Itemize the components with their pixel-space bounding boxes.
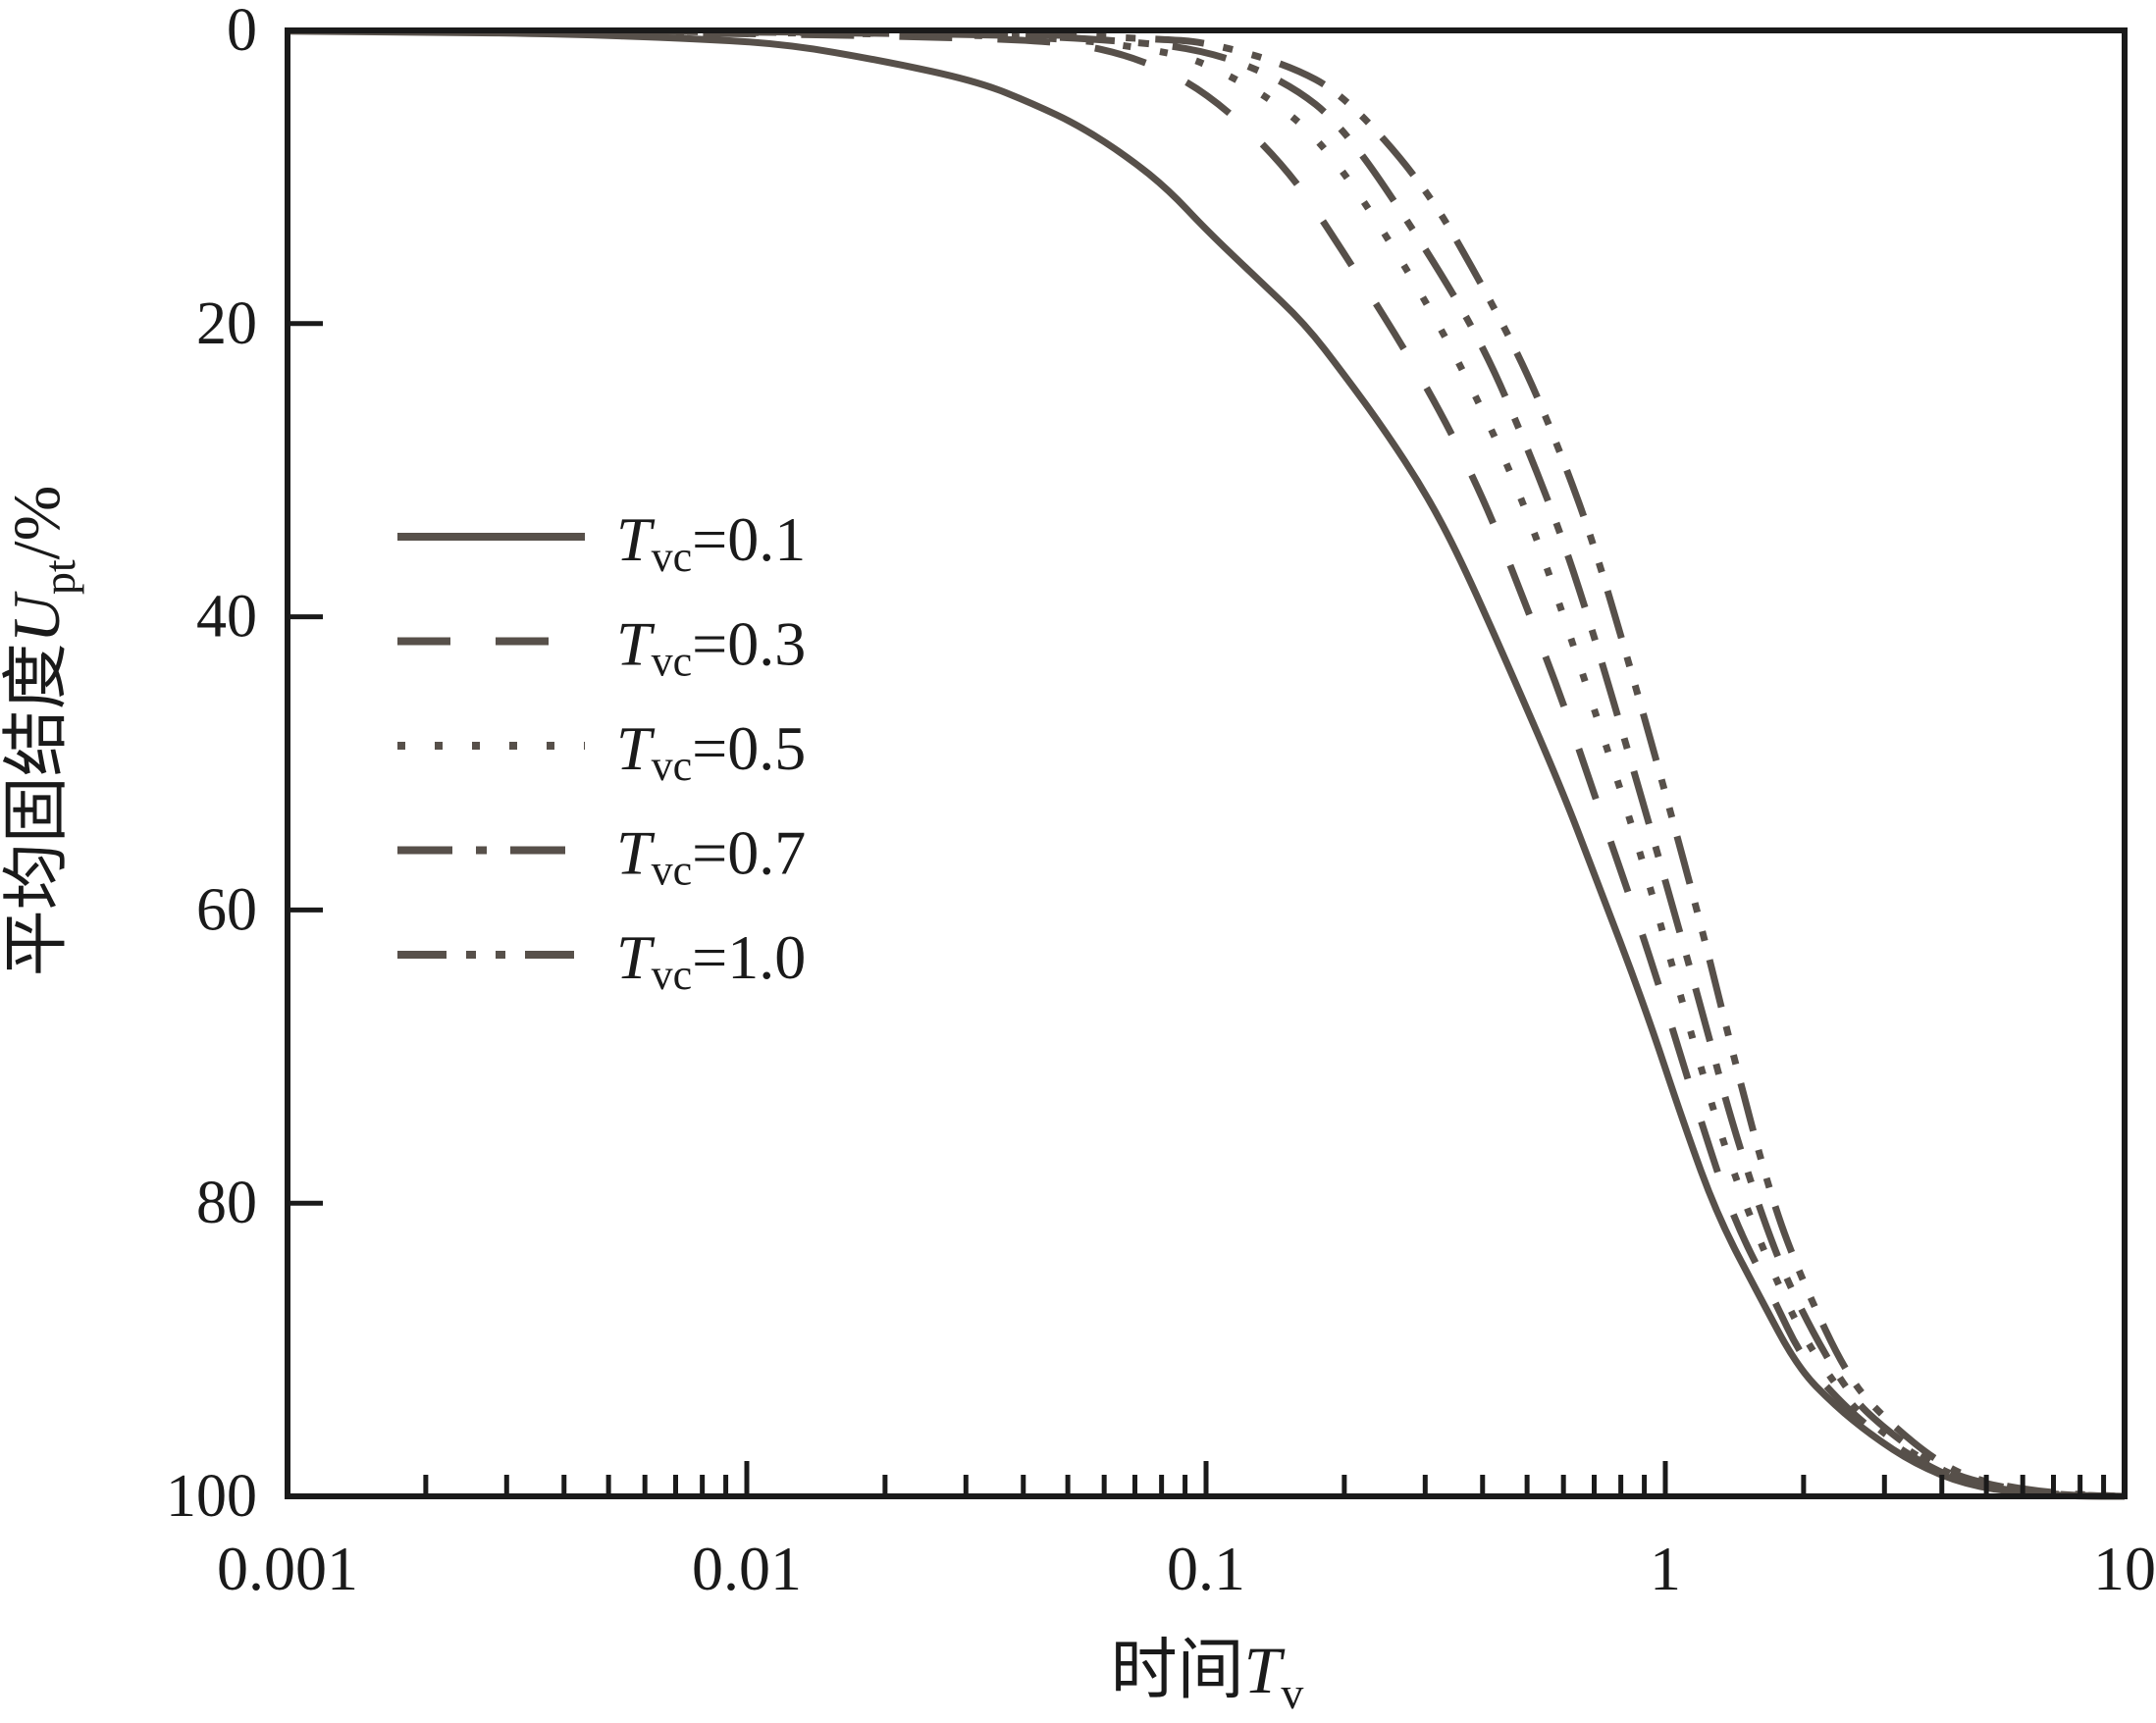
curve-tvc-0.7 — [608, 27, 2126, 1500]
x-tick-label: 1 — [1650, 1534, 1681, 1603]
legend-item-tvc-0.1: Tvc=0.1 — [397, 504, 806, 581]
y-axis-title: 平均固结度Upt/% — [0, 486, 84, 976]
y-axis-ticks — [288, 321, 323, 1206]
x-tick-label: 0.001 — [217, 1534, 358, 1603]
legend-label: Tvc=1.0 — [616, 922, 806, 999]
legend-label: Tvc=0.7 — [616, 817, 806, 894]
legend-item-tvc-0.7: Tvc=0.7 — [397, 817, 806, 894]
x-tick-label: 0.01 — [692, 1534, 802, 1603]
curves-group — [287, 27, 2126, 1500]
legend: Tvc=0.1 Tvc=0.3 Tvc=0.5 Tvc=0.7 Tvc=1.0 — [397, 504, 806, 999]
y-tick-label: 40 — [196, 584, 257, 651]
x-tick-label: 0.1 — [1167, 1534, 1245, 1603]
y-tick-label: 80 — [196, 1170, 257, 1236]
legend-label: Tvc=0.1 — [616, 504, 806, 581]
plot-border — [285, 27, 2128, 1499]
x-axis-ticks — [423, 1461, 2107, 1496]
curve-tvc-0.3 — [506, 27, 2126, 1500]
legend-item-tvc-0.3: Tvc=0.3 — [397, 608, 806, 685]
y-tick-label: 0 — [227, 0, 257, 64]
legend-item-tvc-1: Tvc=1.0 — [397, 922, 806, 999]
legend-label: Tvc=0.3 — [616, 608, 806, 685]
y-tick-label: 60 — [196, 876, 257, 943]
curve-tvc-1 — [645, 27, 2126, 1500]
x-tick-label: 10 — [2093, 1534, 2156, 1603]
y-tick-label: 100 — [166, 1463, 257, 1530]
legend-label: Tvc=0.5 — [616, 713, 806, 790]
legend-item-tvc-0.5: Tvc=0.5 — [397, 713, 806, 790]
curve-tvc-0.1 — [287, 27, 2125, 1500]
y-tick-label: 20 — [196, 290, 257, 357]
x-axis-title: 时间Tv — [1111, 1633, 1304, 1718]
